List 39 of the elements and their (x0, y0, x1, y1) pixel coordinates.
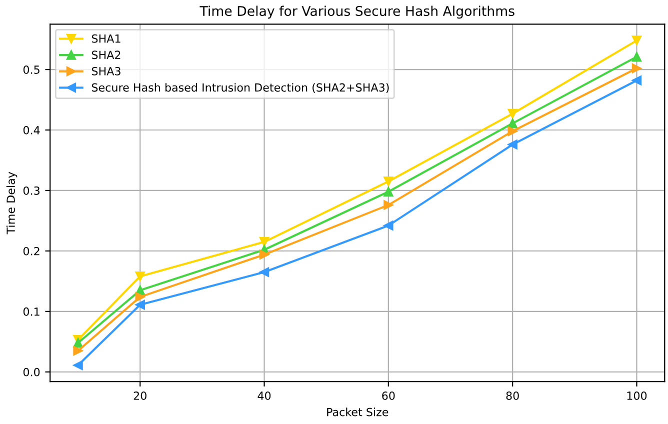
x-tick-label: 40 (258, 392, 271, 400)
x-axis-title: Packet Size (327, 408, 388, 416)
point (632, 63, 642, 74)
point (508, 126, 518, 136)
point (384, 200, 394, 210)
point (384, 176, 394, 186)
y-tick-label: 0.1 (23, 307, 40, 316)
point (508, 140, 518, 150)
point (632, 52, 642, 62)
point (135, 300, 145, 310)
x-tick-label: 80 (506, 392, 519, 400)
y-tick-label: 0.2 (23, 246, 40, 256)
point (508, 108, 518, 119)
x-tick-label: 60 (382, 392, 395, 400)
legend-label: SHA2 (92, 50, 120, 60)
point (384, 186, 394, 197)
point (73, 360, 83, 370)
point (73, 346, 83, 356)
chart-title: Time Delay for Various Secure Hash Algorithms (200, 6, 514, 19)
x-tick-label: 100 (627, 392, 647, 400)
y-axis-title: Time Delay (6, 172, 18, 234)
point (259, 237, 270, 247)
point (73, 338, 83, 348)
point (508, 118, 518, 128)
legend-label: Secure Hash based Intrusion Detection (SHA2+SHA3) (92, 83, 389, 94)
point (632, 76, 642, 86)
point (135, 292, 145, 302)
y-tick-label: 0.5 (23, 66, 40, 74)
point (135, 272, 145, 282)
point (259, 250, 270, 260)
y-tick-label: 0.0 (23, 368, 40, 376)
x-tick-label: 20 (134, 392, 146, 400)
legend-label: SHA3 (92, 66, 120, 76)
legend-label: SHA1 (92, 34, 120, 43)
point (384, 220, 394, 230)
point (259, 267, 270, 277)
y-tick-label: 0.4 (23, 126, 40, 134)
y-tick-label: 0.3 (23, 186, 40, 195)
point (632, 36, 642, 46)
